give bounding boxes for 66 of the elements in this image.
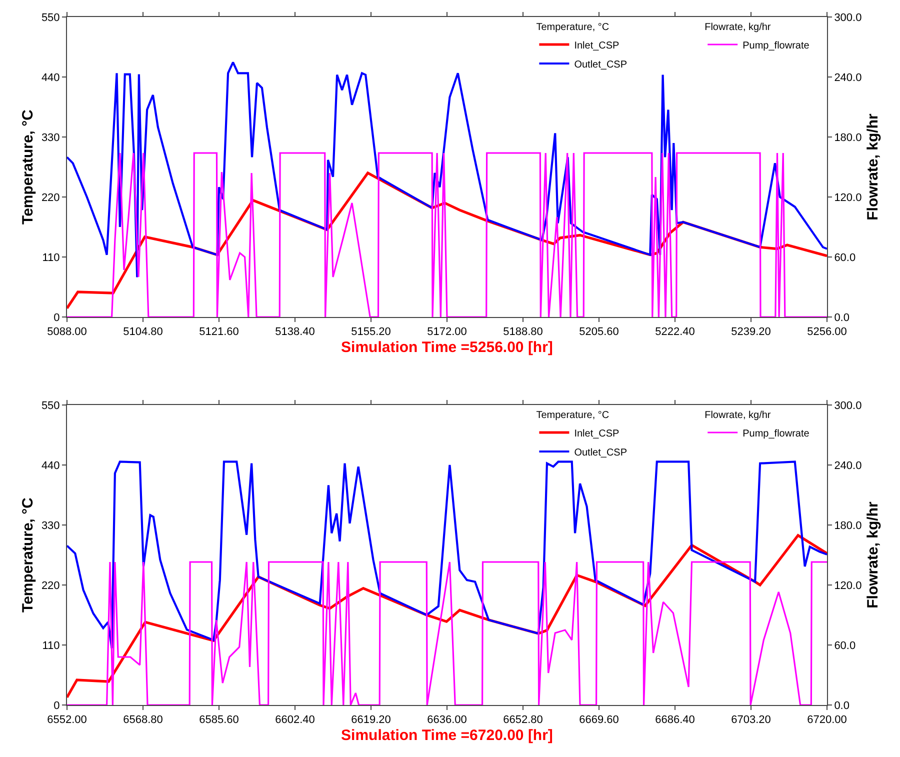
x-axis-title: Simulation Time =6720.00 [hr] — [341, 727, 553, 744]
text: Temperature, °C — [536, 22, 610, 33]
y2-tick-label: 120.0 — [834, 580, 862, 592]
y-tick-label: 330 — [41, 132, 60, 144]
x-tick-label: 5138.40 — [275, 326, 315, 338]
legend-label: Inlet_CSP — [574, 40, 620, 52]
x-tick-label: 5121.60 — [199, 326, 239, 338]
y2-tick-label: 300.0 — [834, 12, 862, 24]
x-tick-label: 5155.20 — [351, 326, 391, 338]
x-tick-label: 5172.00 — [427, 326, 467, 338]
y2-tick-label: 300.0 — [834, 400, 862, 412]
y2-tick-label: 60.0 — [834, 252, 856, 264]
text: Temperature, °C — [536, 410, 610, 421]
y2-tick-label: 240.0 — [834, 72, 862, 84]
x-tick-label: 6703.20 — [731, 714, 771, 726]
x-tick-label: 6585.60 — [199, 714, 239, 726]
legend-label: Outlet_CSP — [574, 59, 628, 70]
y-tick-label: 440 — [41, 460, 60, 472]
x-tick-label: 6720.00 — [807, 714, 847, 726]
x-tick-label: 5222.40 — [655, 326, 695, 338]
y-tick-label: 550 — [41, 400, 60, 412]
x-tick-label: 6568.80 — [123, 714, 163, 726]
y-tick-label: 0 — [54, 700, 60, 712]
y-tick-label: 440 — [41, 72, 60, 84]
line-series — [67, 152, 827, 317]
y2-axis-title: Flowrate, kg/hr — [864, 113, 882, 220]
x-tick-label: 5188.80 — [503, 326, 543, 338]
y2-tick-label: 120.0 — [834, 192, 862, 204]
y2-tick-label: 0.0 — [834, 312, 850, 324]
line-series — [67, 460, 827, 650]
text: Flowrate, kg/hr — [704, 22, 771, 33]
y2-tick-label: 180.0 — [834, 132, 862, 144]
text: Flowrate, kg/hr — [704, 410, 771, 421]
x-tick-label: 5256.00 — [807, 326, 847, 338]
x-tick-label: 5205.60 — [579, 326, 619, 338]
legend-label: Pump_flowrate — [742, 40, 810, 52]
x-tick-label: 6669.60 — [579, 714, 619, 726]
x-tick-label: 5104.80 — [123, 326, 163, 338]
y-axis-title: Temperature, °C — [20, 109, 37, 224]
x-tick-label: 6636.00 — [427, 714, 467, 726]
y-tick-label: 330 — [41, 520, 60, 532]
y2-tick-label: 240.0 — [834, 460, 862, 472]
legend-label: Inlet_CSP — [574, 428, 620, 440]
y-tick-label: 110 — [42, 640, 60, 652]
y-axis-title: Temperature, °C — [20, 497, 37, 612]
x-tick-label: 6652.80 — [503, 714, 543, 726]
y2-axis-title: Flowrate, kg/hr — [864, 501, 882, 608]
y-tick-label: 110 — [42, 252, 60, 264]
y2-tick-label: 180.0 — [834, 520, 862, 532]
x-tick-label: 6552.00 — [47, 714, 87, 726]
y-tick-label: 220 — [41, 580, 60, 592]
y2-tick-label: 60.0 — [834, 640, 856, 652]
x-tick-label: 6686.40 — [655, 714, 695, 726]
line-series — [67, 561, 827, 705]
x-axis-title: Simulation Time =5256.00 [hr] — [341, 339, 553, 356]
y-tick-label: 220 — [41, 192, 60, 204]
x-tick-label: 6602.40 — [275, 714, 315, 726]
x-tick-label: 5088.00 — [47, 326, 87, 338]
legend-label: Outlet_CSP — [574, 447, 628, 458]
x-tick-label: 5239.20 — [731, 326, 771, 338]
line-series — [67, 61, 827, 278]
y2-tick-label: 0.0 — [834, 700, 850, 712]
y-tick-label: 550 — [41, 12, 60, 24]
legend-label: Pump_flowrate — [742, 428, 810, 440]
x-tick-label: 6619.20 — [351, 714, 391, 726]
y-tick-label: 0 — [54, 312, 60, 324]
